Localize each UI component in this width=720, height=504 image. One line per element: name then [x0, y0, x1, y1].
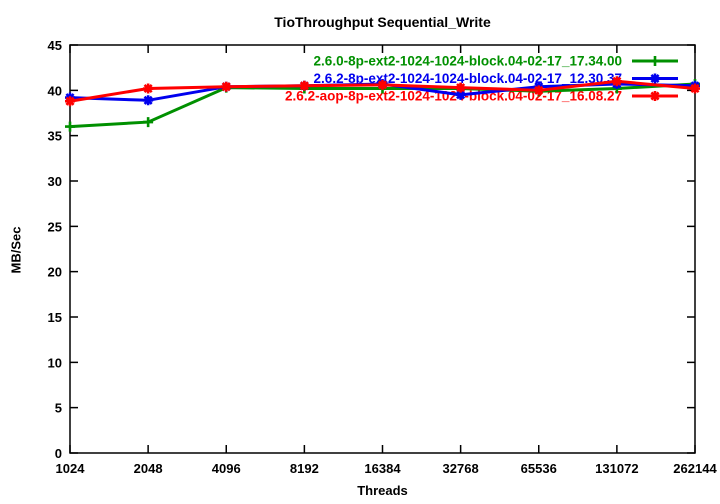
x-tick-label: 131072	[595, 461, 638, 476]
x-axis-label: Threads	[357, 483, 408, 498]
y-tick-label: 0	[55, 446, 62, 461]
x-tick-label: 65536	[521, 461, 557, 476]
y-tick-label: 10	[48, 355, 62, 370]
y-tick-label: 40	[48, 83, 62, 98]
chart-title: TioThroughput Sequential_Write	[274, 14, 491, 30]
y-tick-label: 20	[48, 265, 62, 280]
legend-sample-marker-2	[650, 91, 660, 101]
y-tick-label: 30	[48, 174, 62, 189]
x-tick-label: 262144	[673, 461, 717, 476]
legend-label-1: 2.6.2-8p-ext2-1024-1024-block.04-02-17_1…	[314, 71, 622, 86]
x-tick-label: 4096	[212, 461, 241, 476]
legend-sample-marker-1	[650, 73, 660, 84]
y-tick-label: 25	[48, 219, 62, 234]
y-tick-label: 35	[48, 129, 62, 144]
legend-label-0: 2.6.0-8p-ext2-1024-1024-block.04-02-17_1…	[314, 54, 622, 69]
plot-border	[69, 44, 696, 454]
x-tick-label: 8192	[290, 461, 319, 476]
y-tick-label: 15	[48, 310, 62, 325]
x-tick-label: 16384	[364, 461, 401, 476]
series-markers-2	[65, 76, 700, 107]
x-tick-label: 32768	[443, 461, 479, 476]
x-tick-label: 1024	[56, 461, 86, 476]
y-tick-label: 45	[48, 38, 62, 53]
legend-sample-marker-0	[650, 56, 660, 66]
x-tick-label: 2048	[134, 461, 163, 476]
y-tick-label: 5	[55, 401, 62, 416]
